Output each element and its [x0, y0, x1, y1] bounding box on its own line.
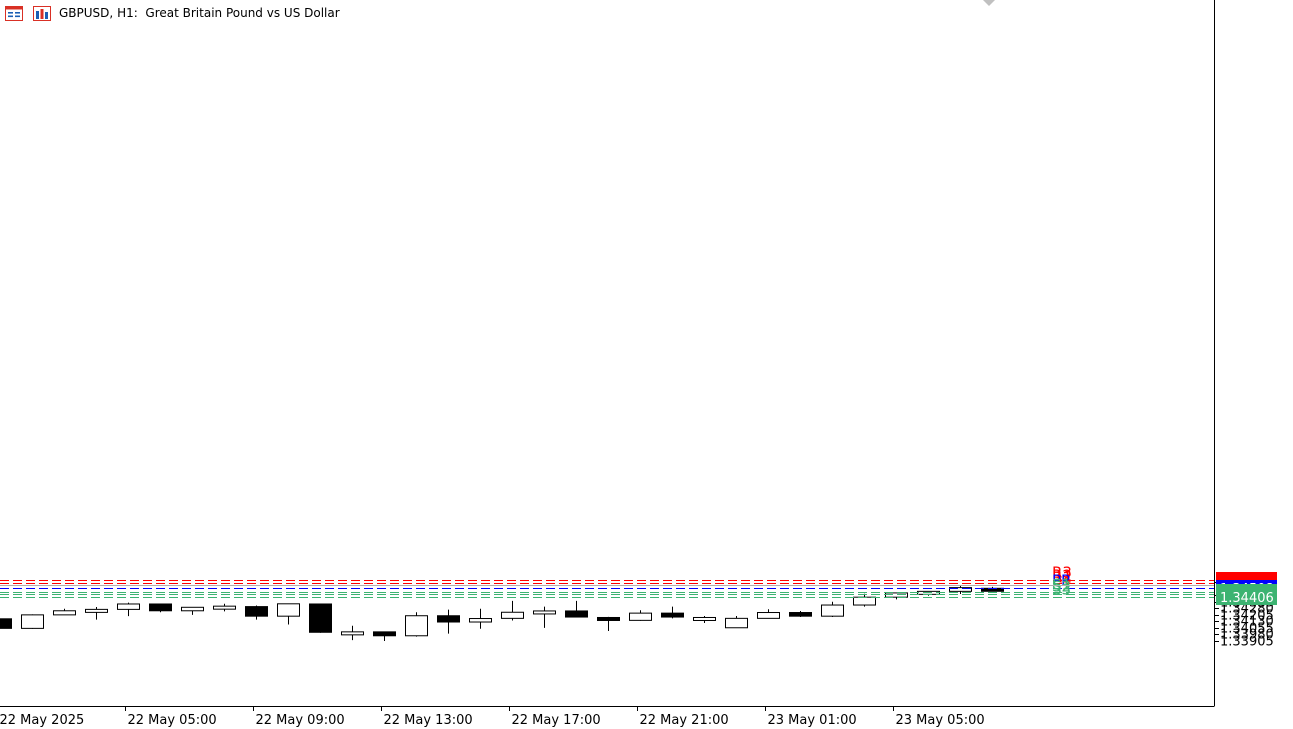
- candle-body-bearish: [373, 631, 396, 637]
- candle-body-bearish: [149, 603, 172, 612]
- time-tick-label: 22 May 05:00: [128, 713, 217, 728]
- chart-header: GBPUSD, H1: Great Britain Pound vs US Do…: [5, 4, 340, 22]
- candle: [501, 600, 524, 621]
- candle: [533, 606, 556, 628]
- price-tick-label: 1.34205: [1220, 609, 1274, 624]
- pivot-name-s3: S3: [1052, 581, 1071, 599]
- candle: [597, 616, 620, 631]
- candle-body-bearish: [309, 603, 332, 633]
- candle-body-bullish: [533, 610, 556, 615]
- candle-body-bearish: [437, 615, 460, 623]
- pivot-name-s2: S2: [1052, 578, 1071, 596]
- candle-body-bullish: [885, 592, 908, 598]
- time-tick-label: 22 May 2025: [0, 713, 84, 728]
- candles-layer: [0, 585, 1004, 641]
- candle: [245, 605, 268, 620]
- candle: [949, 585, 972, 594]
- candle: [341, 625, 364, 641]
- candle: [53, 608, 76, 616]
- candle-body-bullish: [501, 611, 524, 619]
- chart-bars-icon[interactable]: [33, 5, 51, 21]
- candle: [213, 603, 236, 612]
- candle-body-bearish: [0, 618, 12, 629]
- pivot-name-s1: S1: [1052, 576, 1071, 594]
- price-tick-label: 1.33980: [1220, 628, 1274, 643]
- time-tick-label: 22 May 09:00: [256, 713, 345, 728]
- candle-body-bullish: [341, 631, 364, 636]
- price-tick-label: 1.34055: [1220, 622, 1274, 637]
- candle: [853, 593, 876, 607]
- price-tick-label: 1.34280: [1220, 602, 1274, 617]
- candle: [85, 607, 108, 620]
- candle: [757, 609, 780, 619]
- candle-body-bullish: [821, 604, 844, 617]
- price-tick-label: 1.33905: [1220, 635, 1274, 650]
- candle: [917, 590, 940, 596]
- candle: [21, 614, 44, 629]
- chart-list-icon[interactable]: [5, 5, 23, 21]
- candle: [373, 631, 396, 641]
- candle: [437, 609, 460, 634]
- candle-body-bullish: [853, 596, 876, 606]
- pivot-price-value: 1.34406: [1220, 591, 1274, 606]
- candle-body-bullish: [181, 606, 204, 612]
- candle: [181, 606, 204, 615]
- candle-body-bullish: [405, 615, 428, 637]
- candle: [149, 603, 172, 613]
- candle-body-bullish: [85, 608, 108, 613]
- candle: [469, 608, 492, 629]
- time-tick-label: 22 May 21:00: [640, 713, 729, 728]
- candle-body-bearish: [661, 612, 684, 618]
- candle-body-bullish: [21, 614, 44, 629]
- candle-body-bullish: [693, 616, 716, 621]
- pivot-price-tag-s3: [1216, 589, 1277, 605]
- candle: [309, 603, 332, 633]
- candle-body-bearish: [789, 612, 812, 617]
- candle-body-bullish: [629, 612, 652, 621]
- candle: [981, 586, 1004, 592]
- candle: [661, 606, 684, 619]
- time-axis: 22 May 2025 22 May 05:00 22 May 09:00 22 Ma…: [0, 706, 985, 728]
- candle-body-bullish: [469, 618, 492, 623]
- time-tick-label: 22 May 17:00: [512, 713, 601, 728]
- candle: [629, 610, 652, 621]
- price-tick-label: 1.34130: [1220, 615, 1274, 630]
- candle-body-bullish: [277, 603, 300, 617]
- candle-body-bullish: [949, 587, 972, 592]
- time-tick-label: 23 May 01:00: [768, 713, 857, 728]
- chart-title: GBPUSD, H1: Great Britain Pound vs US Do…: [59, 6, 340, 20]
- candle-body-bullish: [213, 605, 236, 610]
- time-tick-label: 23 May 05:00: [896, 713, 985, 728]
- pivot-name-r2: R2: [1052, 567, 1072, 585]
- candle: [725, 616, 748, 629]
- pivot-name-r1: R1: [1052, 569, 1072, 587]
- candle: [277, 603, 300, 625]
- symbol: GBPUSD: [59, 6, 110, 20]
- candle: [789, 610, 812, 618]
- candle: [885, 592, 908, 600]
- scroll-marker-icon[interactable]: [983, 0, 995, 6]
- candle: [117, 602, 140, 617]
- candle-body-bearish: [565, 610, 588, 618]
- candle: [0, 618, 12, 629]
- candle-body-bearish: [597, 616, 620, 621]
- pivot-name-r3: R3: [1052, 564, 1072, 582]
- candle-body-bullish: [117, 603, 140, 610]
- time-tick-label: 22 May 13:00: [384, 713, 473, 728]
- symbol-description: Great Britain Pound vs US Dollar: [145, 6, 340, 20]
- candle: [821, 601, 844, 618]
- candle-body-bullish: [53, 610, 76, 616]
- candle-body-bullish: [725, 617, 748, 629]
- timeframe: H1: [117, 6, 134, 20]
- candle: [405, 612, 428, 637]
- candle-body-bullish: [757, 612, 780, 619]
- candle-body-bearish: [245, 606, 268, 617]
- candle: [693, 616, 716, 623]
- price-labels-layer: 1.346101.345691.345441.345081.344681.344…: [1216, 572, 1277, 606]
- candle: [565, 600, 588, 618]
